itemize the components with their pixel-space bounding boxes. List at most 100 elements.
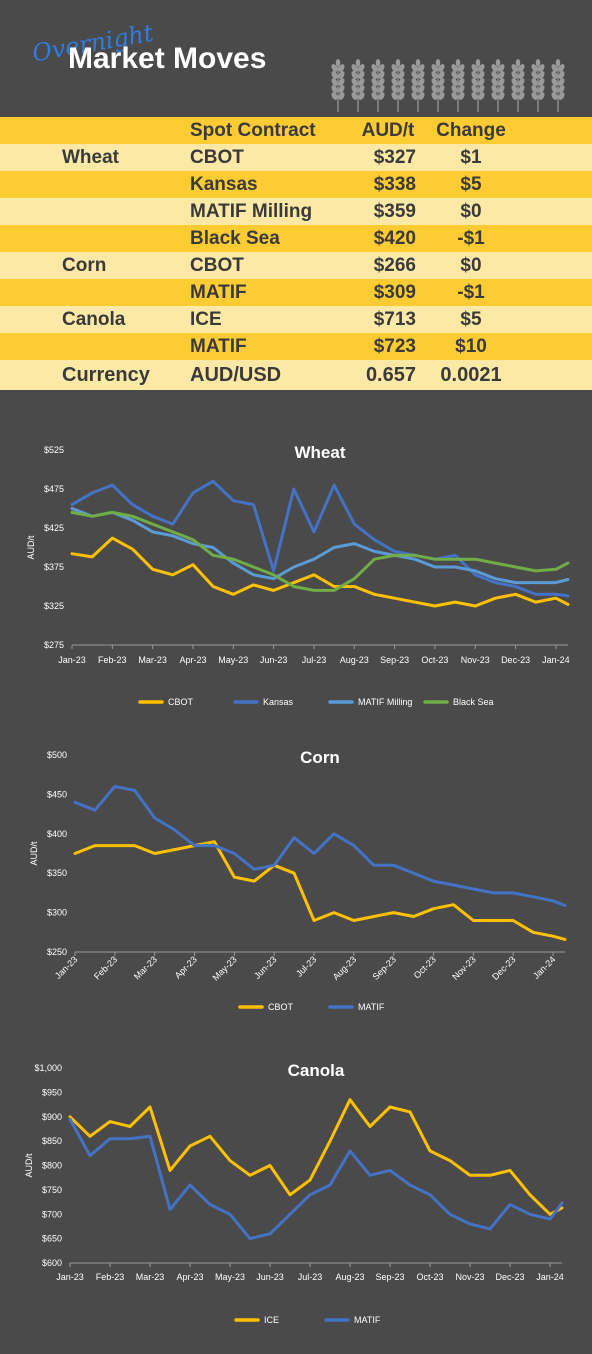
market-table: Spot Contract AUD/t Change Wheat CBOT $327 $1 K… <box>0 117 592 390</box>
x-tick-label: Jan-23 <box>53 954 80 981</box>
x-tick-label: Jan-24 <box>531 954 558 981</box>
price-cell: $713 <box>360 306 416 333</box>
legend-label: MATIF Milling <box>358 697 412 707</box>
x-tick-label: Dec-23 <box>501 655 530 665</box>
x-tick-label: Oct-23 <box>412 954 438 980</box>
y-tick-label: $250 <box>47 947 67 957</box>
y-tick-label: $900 <box>42 1112 62 1122</box>
wheat-icon <box>491 59 505 112</box>
change-cell: $5 <box>416 171 526 198</box>
x-tick-label: Jun-23 <box>252 954 279 981</box>
table-spacer-cell <box>526 225 592 252</box>
change-cell: $1 <box>416 144 526 171</box>
x-tick-label: Apr-23 <box>173 954 199 980</box>
canola-chart: Canola AUD/t $600 $650 $700 $750 $800 $850 $900 $… <box>0 1058 592 1340</box>
table-row: Kansas $338 $5 <box>0 171 592 198</box>
wheat-icon <box>431 59 445 112</box>
table-spacer-cell <box>526 144 592 171</box>
contract-cell: AUD/USD <box>190 360 360 390</box>
price-cell: $327 <box>360 144 416 171</box>
commodity-cell <box>62 198 190 225</box>
commodity-cell: Canola <box>62 306 190 333</box>
x-tick-label: Oct-23 <box>416 1272 443 1282</box>
series-line-matif <box>68 1117 564 1241</box>
x-tick-label: Dec-23 <box>495 1272 524 1282</box>
x-tick-label: Jan-24 <box>542 655 570 665</box>
table-header-cell: Change <box>416 117 526 144</box>
table-spacer-cell <box>0 306 62 333</box>
y-tick-label: $525 <box>44 445 64 455</box>
x-tick-label: Feb-23 <box>98 655 127 665</box>
wheat-icon <box>411 59 425 112</box>
table-spacer-cell <box>526 252 592 279</box>
table-row: Corn CBOT $266 $0 <box>0 252 592 279</box>
wheat-icon <box>531 59 545 112</box>
commodity-cell: Currency <box>62 360 190 390</box>
wheat-icon-row <box>331 59 565 112</box>
x-tick-label: Nov-23 <box>450 954 478 982</box>
y-axis-label: AUD/t <box>29 841 39 866</box>
x-tick-label: Jul-23 <box>294 954 318 978</box>
y-tick-label: $600 <box>42 1258 62 1268</box>
table-spacer-cell <box>0 279 62 306</box>
contract-cell: ICE <box>190 306 360 333</box>
table-spacer-cell <box>0 360 62 390</box>
x-tick-label: Nov-23 <box>461 655 490 665</box>
y-tick-label: $400 <box>47 829 67 839</box>
contract-cell: Black Sea <box>190 225 360 252</box>
commodity-cell <box>62 279 190 306</box>
y-tick-label: $1,000 <box>34 1063 62 1073</box>
commodity-cell: Wheat <box>62 144 190 171</box>
table-header-cell <box>62 117 190 144</box>
table-spacer-cell <box>0 171 62 198</box>
table-header-cell: AUD/t <box>360 117 416 144</box>
chart-title: Wheat <box>295 443 346 462</box>
page-title: Market Moves <box>68 42 267 75</box>
commodity-cell: Corn <box>62 252 190 279</box>
x-tick-label: Aug-23 <box>331 954 359 982</box>
x-tick-label: Sep-23 <box>371 954 399 982</box>
y-axis-label: AUD/t <box>24 1153 34 1178</box>
wheat-icon <box>351 59 365 112</box>
price-cell: 0.657 <box>360 360 416 390</box>
x-tick-label: Sep-23 <box>375 1272 404 1282</box>
table-header-cell <box>526 117 592 144</box>
x-tick-label: Apr-23 <box>176 1272 203 1282</box>
price-cell: $723 <box>360 333 416 360</box>
x-tick-label: Jul-23 <box>298 1272 323 1282</box>
change-cell: $10 <box>416 333 526 360</box>
y-axis-label: AUD/t <box>26 535 36 560</box>
y-tick-label: $375 <box>44 562 64 572</box>
contract-cell: MATIF <box>190 279 360 306</box>
x-tick-label: Aug-23 <box>335 1272 364 1282</box>
x-tick-label: Aug-23 <box>340 655 369 665</box>
chart-svg: Canola AUD/t $600 $650 $700 $750 $800 $850 $900 $… <box>24 1061 564 1325</box>
y-tick-label: $700 <box>42 1209 62 1219</box>
corn-chart: Corn AUD/t $250 $300 $350 $400 $450 $500 Jan-23 F… <box>0 745 592 1030</box>
x-tick-label: May-23 <box>215 1272 245 1282</box>
table-row: Wheat CBOT $327 $1 <box>0 144 592 171</box>
legend-label: Kansas <box>263 697 294 707</box>
table-spacer-cell <box>0 225 62 252</box>
change-cell: $0 <box>416 198 526 225</box>
contract-cell: MATIF <box>190 333 360 360</box>
wheat-icon <box>471 59 485 112</box>
wheat-icon <box>331 59 345 112</box>
y-tick-label: $475 <box>44 484 64 494</box>
legend-label: ICE <box>264 1315 279 1325</box>
change-cell: $5 <box>416 306 526 333</box>
x-tick-label: Mar-23 <box>138 655 167 665</box>
y-tick-label: $425 <box>44 523 64 533</box>
series-line-ice <box>68 1098 564 1216</box>
x-tick-label: Jan-24 <box>536 1272 564 1282</box>
table-header-cell <box>0 117 62 144</box>
table-spacer-cell <box>526 279 592 306</box>
table-header-cell: Spot Contract <box>190 117 360 144</box>
x-tick-label: Jan-23 <box>56 1272 84 1282</box>
change-cell: -$1 <box>416 225 526 252</box>
price-cell: $338 <box>360 171 416 198</box>
change-cell: 0.0021 <box>416 360 526 390</box>
table-row: MATIF Milling $359 $0 <box>0 198 592 225</box>
wheat-icon <box>371 59 385 112</box>
contract-cell: CBOT <box>190 144 360 171</box>
